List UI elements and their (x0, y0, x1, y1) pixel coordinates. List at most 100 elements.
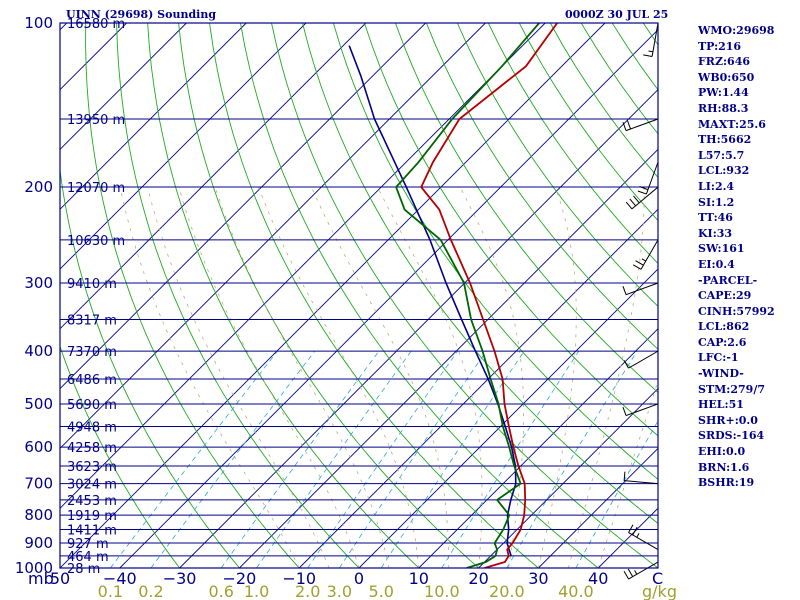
wind-barb-feather (635, 260, 644, 266)
sounding-traces (348, 23, 558, 568)
pressure-tick-label: 400 (24, 342, 53, 360)
wind-barb (623, 471, 659, 485)
pressure-labels: 100 200 300 400 500 600 700 800 900 1000 (15, 14, 53, 577)
wind-barb-feather (639, 186, 649, 191)
isobars (60, 22, 658, 569)
wind-barb-staff (640, 239, 659, 270)
wind-barb (628, 524, 659, 550)
wind-barb-staff (645, 161, 659, 195)
index-line: CAPE:29 (698, 289, 752, 303)
isotherm-line (60, 23, 426, 390)
wind-barbs (622, 22, 659, 580)
isotherm-line (60, 23, 546, 509)
indices-panel: WMO:29698 TP:216 FRZ:646 WB0:650 PW:1.44 RH:8… (698, 23, 800, 491)
height-label: 1411 m (67, 524, 117, 539)
sounding-time: 0000Z 30 JUL 25 (565, 8, 669, 21)
index-line: LFC:-1 (698, 351, 739, 365)
wind-barb-staff (628, 561, 659, 580)
isotherm-line (60, 23, 247, 210)
pressure-tick-label: 600 (24, 438, 53, 456)
height-label: 1919 m (67, 509, 117, 524)
index-line: WMO:29698 (698, 24, 775, 37)
wind-barb (622, 403, 659, 417)
index-line: SHR+:0.0 (698, 413, 758, 427)
index-line: EHI:0.0 (698, 445, 746, 459)
wind-barb-feather (627, 568, 634, 577)
wind-barb-feather (626, 120, 631, 130)
index-line: BSHR:19 (698, 476, 755, 490)
pressure-tick-label: 500 (24, 395, 53, 413)
wind-barb-staff (651, 22, 659, 57)
moist-adiabat-line (147, 186, 330, 568)
temperature-tick-label: 10 (409, 569, 429, 588)
mixing-ratio-label: 1.0 (244, 582, 269, 600)
wind-barb-feather (622, 121, 627, 131)
moist-adiabat-line (119, 187, 300, 568)
temperature-tick-label: −40 (103, 569, 137, 588)
mixing-ratio-labels: 0.1 0.2 0.6 1.0 2.0 3.0 5.0 10.0 20.0 40.0 (98, 582, 594, 600)
moist-adiabat-line (538, 186, 577, 568)
pressure-tick-label: 200 (24, 178, 53, 196)
height-label: 2453 m (67, 494, 117, 509)
index-line: SI:1.2 (698, 195, 735, 209)
index-line: TP:216 (698, 39, 742, 53)
temperature-trace (420, 23, 558, 568)
wind-barb-staff (628, 350, 659, 369)
index-line: LCL:932 (698, 164, 750, 178)
index-line: MAXT:25.6 (698, 117, 766, 131)
wind-barb-feather (623, 360, 629, 369)
wind-barb (622, 282, 659, 296)
moist-adiabat-line (459, 186, 524, 568)
wind-barb-feather (632, 526, 638, 536)
wind-barb-half-feather (634, 570, 638, 575)
height-label: 9410 m (67, 277, 117, 292)
height-label: 3623 m (67, 460, 117, 475)
mixing-ratio-label: 2.0 (295, 582, 320, 600)
isotherm-line (298, 208, 658, 568)
dry-adiabat-line (302, 23, 658, 524)
moist-adiabat-line (311, 186, 450, 568)
wind-barb-staff (625, 282, 659, 296)
isotherm-line (119, 29, 658, 568)
wind-barb-feather (622, 286, 627, 295)
index-line: CAP:2.6 (698, 335, 747, 349)
plot-frame (59, 22, 659, 569)
index-line: RH:88.3 (698, 101, 749, 115)
isotherm-line (60, 23, 187, 151)
height-label: 6486 m (67, 373, 117, 388)
wind-barb-feather (623, 570, 629, 580)
wind-barb-feather (637, 190, 647, 195)
temperature-unit-label: C (652, 569, 663, 588)
index-line: L57:5.7 (698, 148, 745, 162)
temperature-tick-label: 30 (528, 569, 548, 588)
wind-barb-staff (625, 403, 659, 417)
isotherm-line (60, 23, 486, 450)
temperature-tick-label: 40 (588, 569, 608, 588)
index-line: TH:5662 (698, 133, 752, 147)
height-label: 28 m (67, 562, 100, 577)
moist-adiabat-line (178, 186, 360, 568)
mixing-ratio-line (110, 350, 278, 568)
wind-barb-staff (631, 186, 659, 210)
pressure-tick-label: 1000 (15, 559, 53, 577)
index-line: LI:2.4 (698, 179, 735, 193)
mixing-ratio-label: 0.6 (208, 582, 233, 600)
dewpoint-trace (395, 23, 540, 568)
temperature-tick-label: −30 (163, 569, 197, 588)
dry-adiabat-line (147, 23, 420, 568)
wind-barb (622, 118, 659, 132)
height-label: 3024 m (67, 478, 117, 493)
pressure-tick-label: 300 (24, 274, 53, 292)
height-label: 927 m (67, 537, 109, 552)
wind-barb-staff (625, 118, 659, 132)
wind-barb-feather (625, 201, 633, 210)
wind-barb (625, 186, 659, 210)
wind-barb (623, 350, 659, 369)
dry-adiabat-line (178, 23, 479, 568)
height-label: 4258 m (67, 441, 117, 456)
index-line: PW:1.44 (698, 86, 749, 100)
dry-adiabat-line (209, 23, 539, 568)
isotherm-line (478, 387, 658, 568)
wind-barb (623, 561, 659, 580)
